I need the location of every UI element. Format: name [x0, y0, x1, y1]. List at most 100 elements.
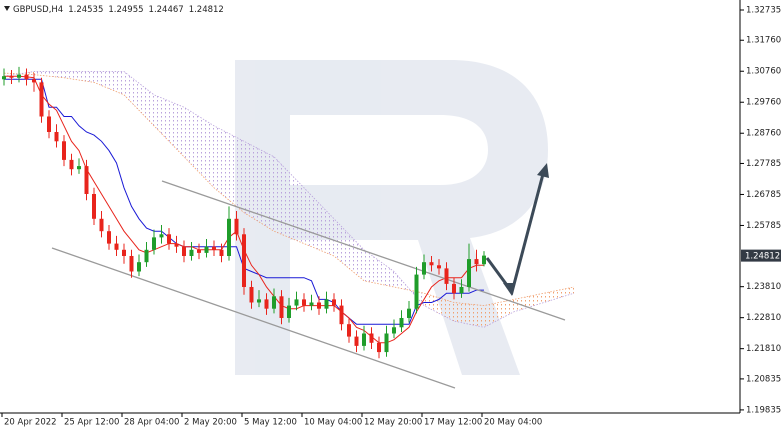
- candle-body: [384, 333, 389, 353]
- x-tick-label: 25 Apr 12:00: [64, 418, 119, 428]
- candle-body: [272, 296, 276, 309]
- candle-body: [309, 302, 314, 306]
- x-tick-label: 17 May 12:00: [424, 418, 482, 428]
- price-axis-panel: [740, 0, 782, 431]
- cloud-fill: [394, 271, 424, 306]
- x-tick-label: 12 May 20:00: [364, 418, 422, 428]
- x-tick-label: 20 May 04:00: [484, 418, 542, 428]
- x-tick-label: 20 Apr 2022: [4, 418, 57, 428]
- x-tick-label: 5 May 12:00: [244, 418, 297, 428]
- y-tick-label: 1.30760: [746, 67, 781, 77]
- candle-body: [234, 218, 239, 235]
- candle-body: [369, 333, 374, 343]
- candle-body: [137, 262, 141, 272]
- ichimoku-cloud: [3, 71, 575, 328]
- candle-body: [249, 286, 254, 303]
- cloud-fill: [514, 293, 544, 312]
- y-tick-label: 1.32735: [746, 6, 781, 16]
- cloud-fill: [364, 249, 394, 287]
- cloud-fill: [124, 71, 154, 126]
- candle-body: [114, 243, 119, 250]
- candle-body: [122, 249, 126, 256]
- candle-body: [99, 218, 104, 232]
- cloud-fill: [214, 125, 244, 213]
- candle-body: [257, 299, 261, 303]
- header-triangle: [4, 6, 10, 11]
- candle-body: [279, 296, 284, 318]
- candle-body: [407, 308, 411, 318]
- candle-body: [129, 255, 134, 272]
- candle-body: [347, 324, 351, 337]
- cloud-span-b: [3, 71, 575, 328]
- y-tick-label: 1.27785: [746, 159, 781, 169]
- candle-body: [54, 131, 59, 142]
- channel-lower: [51, 247, 456, 389]
- candle-body: [377, 342, 381, 353]
- candle-body: [332, 299, 336, 306]
- header: GBPUSD,H4 1.24535 1.24955 1.24467 1.24812: [13, 5, 224, 15]
- channel: [51, 180, 566, 389]
- header-low: 1.24467: [149, 5, 184, 15]
- y-tick-label: 1.19835: [746, 405, 781, 415]
- arrow-joint: [503, 283, 515, 296]
- candle-body: [482, 255, 486, 265]
- x-tick-label: 28 Apr 04:00: [124, 418, 179, 428]
- header-high: 1.24955: [108, 5, 143, 15]
- forecast-arrow: [485, 163, 549, 296]
- symbol: GBPUSD,H4: [13, 5, 63, 15]
- y-tick-label: 1.20835: [746, 374, 781, 384]
- candle-body: [399, 317, 404, 328]
- header-open: 1.24535: [68, 5, 103, 15]
- candle-body: [17, 74, 21, 78]
- candle-body: [317, 302, 321, 309]
- axes: 1.32735 1.31760 1.30760 1.29760 1.28760 1.277…: [1, 6, 781, 428]
- x-tick-label: 10 May 04:00: [304, 418, 362, 428]
- y-tick-label: 1.22810: [746, 313, 781, 323]
- candle-body: [339, 305, 344, 325]
- y-tick-label: 1.21810: [746, 344, 781, 354]
- candle-body: [422, 262, 426, 275]
- candle-body: [414, 274, 419, 309]
- candle-body: [69, 159, 74, 170]
- candle-body: [174, 243, 179, 247]
- candle-body: [62, 141, 66, 160]
- candle-body: [242, 234, 246, 287]
- candle-body: [452, 283, 456, 294]
- candle-body: [362, 333, 366, 346]
- cloud-fill: [184, 107, 214, 188]
- cloud-fill: [304, 187, 334, 256]
- y-tick-label: 1.23810: [746, 282, 781, 292]
- candle-body: [92, 193, 96, 219]
- y-tick-label: 1.29760: [746, 98, 781, 108]
- arrow-head: [537, 163, 549, 178]
- candle-body: [474, 259, 479, 265]
- candle-body: [32, 79, 36, 83]
- candle-body: [167, 234, 171, 244]
- candle-body: [2, 76, 6, 80]
- candle-body: [197, 249, 201, 253]
- candle-body: [264, 299, 269, 309]
- y-tick-label: 1.28760: [746, 129, 781, 139]
- candle-body: [324, 299, 329, 309]
- cloud-span-a: [3, 72, 575, 306]
- price-box: [741, 249, 781, 262]
- candle-body: [9, 76, 14, 78]
- candle-body: [302, 299, 306, 306]
- y-tick-label: 1.26785: [746, 190, 781, 200]
- cloud-fill: [424, 293, 454, 322]
- candle-body: [159, 234, 164, 238]
- candles: [2, 66, 486, 359]
- cloud-fill: [454, 302, 484, 328]
- candle-body: [47, 116, 51, 132]
- cloud-fill: [34, 71, 64, 78]
- candle-body: [189, 249, 194, 256]
- cloud-fill: [544, 286, 574, 303]
- candle-body: [437, 265, 441, 269]
- candle-body: [24, 74, 29, 80]
- candle-body: [204, 246, 209, 253]
- channel-upper: [161, 180, 566, 321]
- time-axis-panel: [0, 413, 782, 431]
- candle-body: [459, 286, 464, 294]
- candle-body: [444, 268, 449, 284]
